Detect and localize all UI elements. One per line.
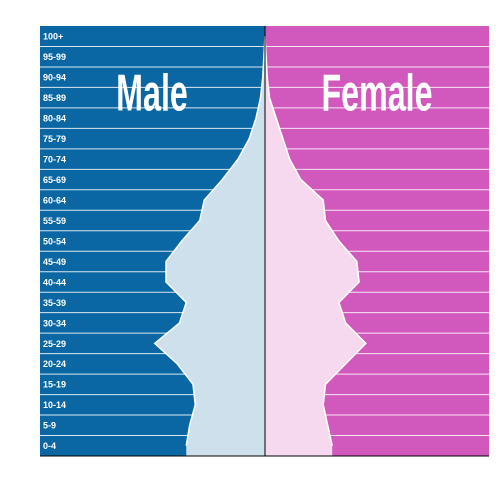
age-label: 0-4 [43,441,56,451]
age-label: 55-59 [43,216,66,226]
age-label: 100+ [43,32,63,42]
age-label: 30-34 [43,318,66,328]
age-label: 35-39 [43,298,66,308]
x-tick-label: 7.5% [423,458,444,468]
age-label: 10-14 [43,400,66,410]
x-tick-label: 5% [370,458,383,468]
age-label: 90-94 [43,73,66,83]
x-tick-label: 7.5% [86,458,107,468]
age-label: 75-79 [43,134,66,144]
series-label: Female [321,65,432,123]
age-label: 15-19 [43,380,66,390]
age-label: 45-49 [43,257,66,267]
area-outline [264,36,367,446]
age-label: 20-24 [43,359,66,369]
area-fill [265,26,366,456]
age-label: 85-89 [43,93,66,103]
x-tick-label: 2.5% [198,458,219,468]
age-label: 70-74 [43,154,66,164]
age-label: 50-54 [43,236,66,246]
age-label: 25-29 [43,339,66,349]
age-label: 40-44 [43,277,66,287]
x-tick-label: 5% [146,458,159,468]
area-outline [153,36,266,446]
age-label: 5-9 [43,421,56,431]
age-label: 95-99 [43,52,66,62]
age-label: 80-84 [43,114,66,124]
x-tick-label: 2.5% [311,458,332,468]
age-label: 65-69 [43,175,66,185]
series-label: Male [116,65,188,123]
age-label: 60-64 [43,195,66,205]
area-fill [154,26,265,456]
